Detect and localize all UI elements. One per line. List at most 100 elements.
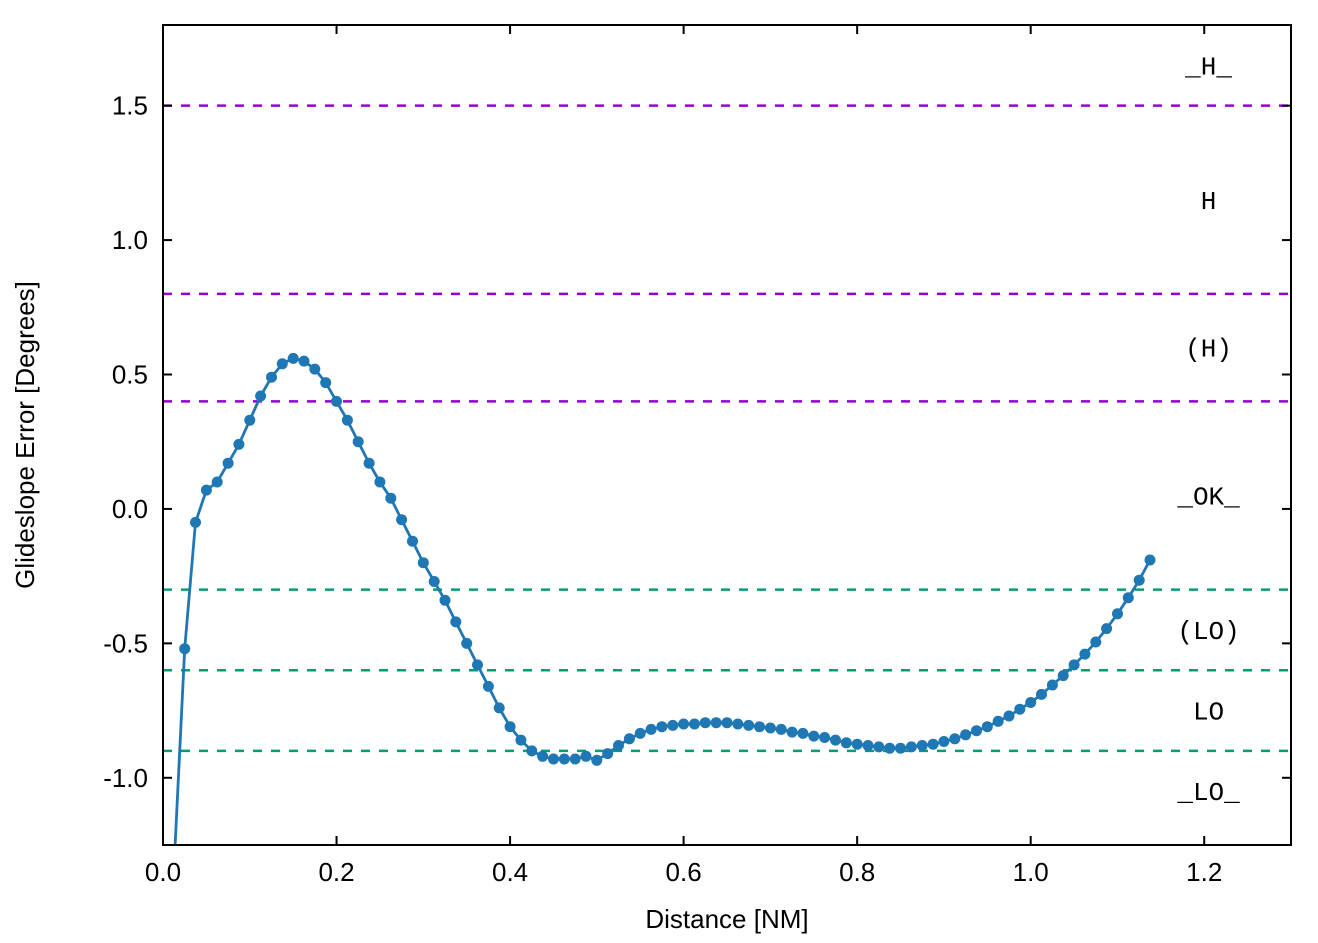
y-axis-label: Glideslope Error [Degrees]: [10, 281, 40, 589]
data-point-marker: [482, 680, 494, 692]
data-point-marker: [309, 363, 321, 375]
data-point-marker: [428, 576, 440, 587]
data-point-marker: [602, 748, 614, 760]
data-point-marker: [1057, 670, 1069, 682]
zone-label: _OK_: [1176, 482, 1240, 512]
data-point-marker: [895, 742, 906, 754]
data-point-marker: [439, 594, 451, 606]
data-point-marker: [341, 414, 353, 426]
data-point-marker: [645, 723, 657, 735]
data-point-marker: [255, 390, 267, 402]
data-point-marker: [623, 733, 635, 745]
data-point-marker: [689, 718, 700, 730]
data-point-marker: [721, 717, 733, 729]
data-point-marker: [548, 753, 559, 765]
data-point-marker: [407, 535, 418, 547]
data-point-marker: [526, 745, 538, 757]
series-line-glideslope-error: [173, 357, 1152, 845]
data-point-marker: [1101, 623, 1113, 635]
zone-label: H: [1201, 187, 1217, 217]
data-point-marker: [200, 484, 212, 496]
data-point-marker: [873, 741, 885, 753]
data-point-marker: [884, 742, 896, 754]
x-tick-label: 0.0: [145, 857, 181, 887]
data-point-marker: [764, 722, 776, 734]
chart-generated-content: _H_ H (H) _OK_ (LO) LO _LO_ 0.0 0.2 0.4 0.6 0.8 1.0 1…: [103, 24, 1292, 887]
data-point-marker: [569, 753, 581, 765]
data-point-marker: [504, 721, 516, 733]
data-point-marker: [1133, 574, 1145, 586]
data-point-marker: [938, 736, 950, 747]
data-point-marker: [331, 395, 342, 407]
data-point-marker: [754, 721, 765, 733]
data-point-marker: [634, 727, 646, 739]
zone-label: _H_: [1184, 52, 1232, 82]
data-point-marker: [580, 750, 592, 762]
x-tick-label: 0.4: [492, 857, 528, 887]
data-point-marker: [916, 740, 928, 751]
data-point-marker: [1144, 554, 1156, 566]
data-point-marker: [1003, 710, 1015, 722]
x-tick-label: 1.2: [1186, 857, 1222, 887]
data-point-marker: [320, 377, 332, 389]
data-point-marker: [992, 715, 1004, 727]
zone-label: _LO_: [1176, 778, 1240, 808]
data-point-marker: [656, 721, 668, 733]
data-point-marker: [417, 557, 429, 569]
data-point-marker: [352, 436, 364, 448]
data-point-marker: [1068, 659, 1080, 671]
data-point-marker: [830, 734, 841, 746]
data-point-marker: [905, 741, 917, 753]
data-point-marker: [840, 737, 852, 749]
y-tick-label: 0.5: [112, 360, 148, 390]
y-tick-label: 0.0: [112, 494, 148, 524]
data-point-marker: [927, 738, 939, 750]
data-point-marker: [493, 702, 505, 714]
y-tick-label: -1.0: [103, 763, 148, 793]
data-point-marker: [515, 734, 527, 746]
x-tick-label: 0.8: [839, 857, 875, 887]
data-point-marker: [960, 729, 972, 741]
data-point-marker: [667, 719, 679, 731]
data-point-marker: [851, 738, 863, 750]
data-point-marker: [244, 414, 256, 426]
x-tick-label: 0.2: [318, 857, 354, 887]
data-point-marker: [786, 726, 798, 738]
data-point-marker: [971, 725, 982, 737]
zone-label: (LO): [1177, 617, 1239, 647]
data-point-marker: [385, 492, 397, 504]
data-point-marker: [450, 616, 462, 628]
x-tick-label: 0.6: [666, 857, 702, 887]
data-point-marker: [276, 358, 288, 370]
data-point-marker: [472, 659, 483, 671]
data-point-marker: [537, 750, 549, 762]
data-point-marker: [1036, 688, 1047, 700]
y-tick-label: 1.5: [112, 91, 148, 121]
data-point-marker: [613, 740, 624, 751]
plot-border: [162, 24, 1292, 846]
data-point-marker: [1112, 608, 1123, 620]
data-point-marker: [808, 730, 820, 742]
y-tick-label: 1.0: [112, 225, 148, 255]
data-point-marker: [1122, 592, 1134, 604]
data-point-marker: [732, 718, 744, 730]
data-point-marker: [1014, 703, 1026, 715]
data-point-marker: [179, 643, 191, 655]
data-point-marker: [374, 476, 386, 488]
data-point-marker: [1090, 636, 1102, 648]
data-point-marker: [396, 514, 408, 526]
data-point-marker: [558, 753, 570, 765]
data-point-marker: [363, 457, 375, 469]
data-point-marker: [233, 438, 245, 450]
data-point-marker: [775, 723, 787, 735]
data-point-marker: [1079, 648, 1091, 660]
data-point-marker: [298, 355, 310, 367]
data-point-marker: [797, 727, 809, 739]
zone-label: (H): [1185, 335, 1232, 365]
data-point-marker: [949, 733, 961, 745]
data-point-marker: [1025, 697, 1037, 708]
data-point-marker: [710, 717, 722, 729]
data-point-marker: [287, 352, 299, 364]
